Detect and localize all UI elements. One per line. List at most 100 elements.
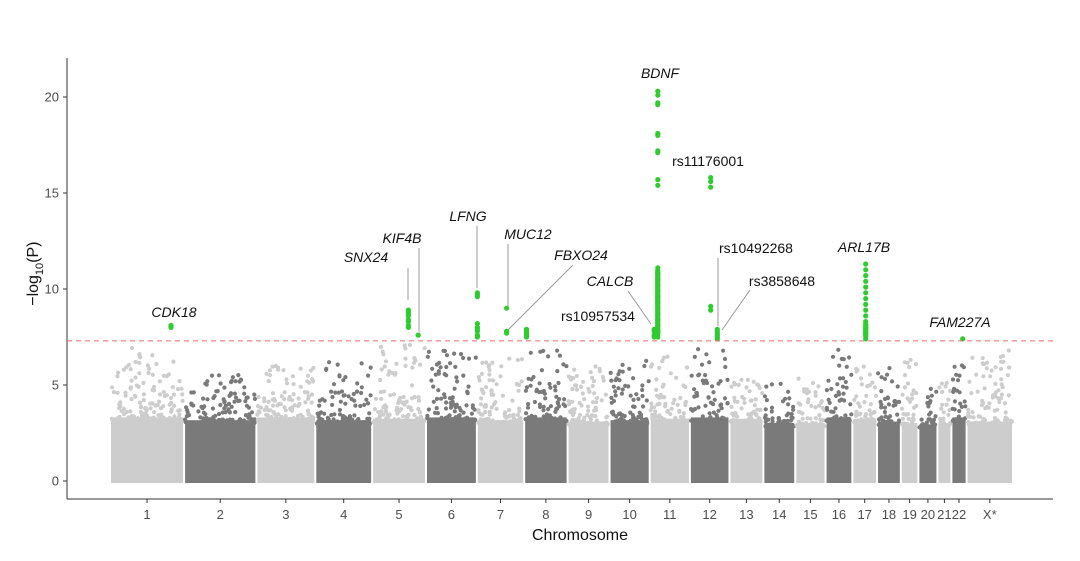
snp-point bbox=[444, 353, 450, 358]
leader-line-rs3858648 bbox=[721, 289, 751, 331]
snp-point bbox=[518, 416, 523, 421]
snp-point bbox=[707, 411, 712, 416]
snp-point bbox=[856, 418, 861, 423]
snp-point bbox=[914, 403, 919, 408]
snp-point bbox=[491, 378, 496, 383]
snp-point bbox=[233, 395, 239, 400]
snp-point bbox=[862, 400, 867, 405]
snp-point bbox=[118, 404, 123, 409]
significant-snps bbox=[168, 88, 966, 342]
snp-point bbox=[168, 418, 173, 423]
snp-point bbox=[937, 385, 942, 390]
snp-point bbox=[297, 418, 302, 423]
snp-point bbox=[476, 408, 481, 413]
snp-point bbox=[746, 412, 751, 417]
snp-point bbox=[128, 386, 133, 391]
snp-point bbox=[115, 390, 120, 395]
snp-point bbox=[699, 362, 705, 367]
snp-point bbox=[816, 384, 821, 389]
significant-snp-SNX24 bbox=[405, 319, 411, 325]
snp-point bbox=[331, 417, 336, 422]
snp-point bbox=[644, 417, 649, 422]
snp-point bbox=[116, 370, 121, 375]
snp-point bbox=[586, 408, 591, 413]
snp-point bbox=[999, 359, 1004, 364]
snp-point bbox=[887, 366, 892, 371]
snp-point bbox=[532, 399, 538, 405]
snp-point bbox=[169, 409, 174, 414]
snp-point bbox=[833, 418, 838, 423]
snp-point bbox=[798, 410, 803, 415]
snp-point bbox=[800, 416, 805, 421]
snp-point bbox=[514, 381, 519, 386]
snp-point bbox=[346, 394, 351, 399]
snp-point bbox=[752, 403, 758, 408]
snp-point bbox=[455, 379, 460, 384]
snp-point bbox=[152, 418, 157, 423]
snp-point bbox=[840, 384, 846, 389]
significant-snp-KIF4B bbox=[415, 332, 421, 338]
snp-point bbox=[657, 365, 662, 371]
x-tick-label-chr-1: 1 bbox=[143, 507, 150, 522]
chromosome-3-points bbox=[255, 363, 316, 483]
snp-point bbox=[810, 380, 816, 386]
y-tick-label: 10 bbox=[45, 282, 59, 297]
snp-point bbox=[831, 409, 836, 415]
snp-point bbox=[189, 390, 194, 395]
chromosome-15-dense-band bbox=[796, 422, 825, 483]
snp-point bbox=[216, 421, 221, 426]
y-axis-title-main: −log bbox=[25, 275, 42, 306]
snp-point bbox=[849, 372, 854, 377]
snp-point bbox=[210, 406, 215, 411]
snp-point bbox=[461, 355, 466, 361]
snp-point bbox=[910, 419, 915, 424]
snp-point bbox=[835, 382, 840, 387]
snp-point bbox=[590, 383, 595, 389]
snp-point bbox=[683, 399, 689, 404]
snp-point bbox=[636, 396, 641, 402]
snp-point bbox=[778, 381, 783, 386]
snp-point bbox=[203, 412, 208, 417]
gene-label-LFNG: LFNG bbox=[449, 208, 486, 224]
chromosome-22-dense-band bbox=[952, 417, 966, 483]
snp-point bbox=[272, 398, 278, 403]
significant-snp-ARL17B bbox=[863, 273, 869, 279]
snp-point bbox=[161, 390, 166, 395]
snp-point bbox=[842, 398, 847, 403]
snp-point bbox=[412, 418, 417, 423]
snp-point bbox=[904, 412, 909, 417]
snp-point bbox=[394, 408, 399, 413]
snp-point bbox=[753, 397, 758, 402]
snp-point bbox=[613, 393, 618, 398]
snp-point bbox=[158, 415, 163, 420]
snp-point bbox=[859, 382, 864, 387]
snp-point bbox=[342, 415, 347, 420]
snp-point bbox=[905, 381, 911, 386]
snp-point bbox=[1003, 410, 1008, 415]
snp-point bbox=[871, 417, 877, 423]
snp-point bbox=[268, 408, 273, 413]
snp-point bbox=[382, 389, 387, 394]
snp-point bbox=[412, 412, 417, 418]
snp-point bbox=[902, 373, 908, 378]
snp-point bbox=[232, 391, 237, 396]
snp-point bbox=[413, 358, 418, 363]
snp-point bbox=[631, 415, 636, 421]
snp-point bbox=[557, 397, 562, 402]
snp-point bbox=[401, 394, 406, 400]
snp-point bbox=[211, 395, 216, 401]
snp-point bbox=[940, 389, 945, 394]
snp-point bbox=[140, 418, 146, 423]
snp-point bbox=[290, 374, 295, 379]
snp-point bbox=[692, 354, 697, 359]
x-tick-label-chr-5: 5 bbox=[395, 507, 402, 522]
snp-point bbox=[384, 409, 389, 414]
snp-point bbox=[484, 360, 489, 365]
snp-point bbox=[320, 397, 325, 402]
chromosome-16-dense-band bbox=[826, 417, 852, 483]
chromosome-6-points bbox=[425, 348, 478, 483]
snp-point bbox=[677, 409, 682, 414]
chromosome-8-points bbox=[523, 348, 569, 483]
snp-point bbox=[769, 382, 775, 387]
snp-point bbox=[477, 378, 482, 383]
